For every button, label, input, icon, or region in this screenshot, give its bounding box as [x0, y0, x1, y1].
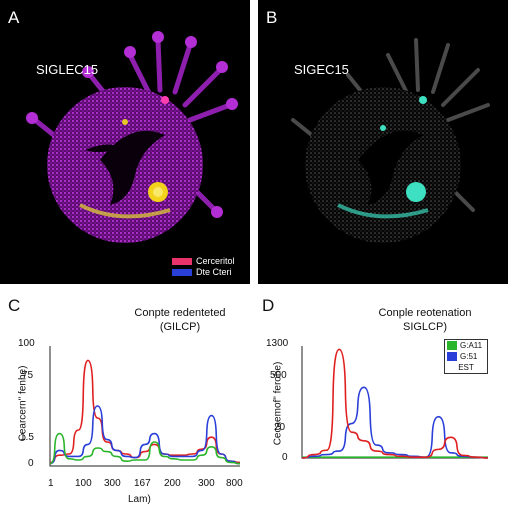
- panel-d-ylabel: Cecaemof" ferohe): [272, 361, 284, 446]
- panel-c-ytick: 75: [22, 370, 34, 381]
- panel-c-ytick: 100: [18, 338, 35, 349]
- panel-c-xlabel: Lam): [128, 494, 151, 505]
- panel-c-letter: C: [8, 296, 21, 315]
- panel-d-ytick: 1300: [266, 338, 289, 349]
- panel-c-title-line1: Conpte redenteted: [134, 307, 226, 319]
- panel-d-chart: [301, 346, 489, 459]
- legend-label: G:51: [460, 352, 478, 361]
- panel-c-xtick: 167: [134, 478, 151, 489]
- panel-d-title-line1: Conple reotenation: [378, 307, 472, 319]
- legend-swatch-blue: [447, 352, 457, 361]
- panel-b-label: SIGEC15: [294, 62, 349, 77]
- series-line-1: [301, 386, 489, 459]
- panel-c-xtick: 1: [48, 478, 54, 489]
- legend-label: Dte Cteri: [196, 267, 232, 277]
- series-line-2: [49, 432, 241, 465]
- series-line-0: [49, 359, 241, 464]
- panel-d-legend: G:A11 G:51 EST: [444, 339, 488, 374]
- panel-c-ytick: 0: [28, 458, 34, 469]
- legend-item: G:A11: [445, 340, 487, 351]
- panel-d-title: Conple reotenation SIGLCP): [370, 306, 480, 334]
- panel-b-image: B SIGEC15: [258, 0, 508, 284]
- panel-d-ytick: 500: [270, 370, 287, 381]
- panel-d-title-line2: SIGLCP): [402, 321, 447, 333]
- panel-c-xtick: 100: [75, 478, 92, 489]
- panel-c-xtick: 300: [198, 478, 215, 489]
- panel-c-title-line2: (GILCP): [159, 321, 201, 333]
- legend-label: EST: [458, 363, 474, 372]
- panel-a-label: SIGLEC15: [36, 62, 99, 77]
- legend-swatch-blue: [172, 269, 192, 276]
- panel-b-micrograph: [291, 38, 490, 243]
- panel-a-letter: A: [8, 8, 20, 27]
- legend-item: Cerceritol: [172, 256, 235, 267]
- panel-c-chart: [49, 346, 241, 467]
- legend-item: G:51: [445, 351, 487, 362]
- panel-a-micrograph: [26, 31, 238, 243]
- legend-item: Dte Cteri: [172, 267, 235, 278]
- panel-c-title: Conpte redenteted (GILCP): [120, 306, 240, 334]
- panel-b-letter: B: [266, 8, 278, 27]
- panel-c-ytick: 1.5: [20, 432, 34, 443]
- series-line-2: [301, 348, 489, 459]
- panel-a-image: A SIGLEC15 Cerceritol Dte Cteri: [0, 0, 250, 284]
- legend-swatch-red: [172, 258, 192, 265]
- panel-c-xtick: 300: [104, 478, 121, 489]
- panel-c-xtick: 800: [226, 478, 243, 489]
- legend-label: G:A11: [460, 341, 483, 350]
- legend-label: Cerceritol: [196, 256, 235, 266]
- legend-item: EST: [445, 362, 487, 373]
- series-line-1: [49, 405, 241, 465]
- panel-d-ytick: 20: [274, 422, 286, 433]
- panel-d-ytick: 0: [282, 452, 288, 463]
- legend-swatch-green: [447, 341, 457, 350]
- axis-line: [49, 346, 240, 467]
- panel-d-letter: D: [262, 296, 275, 315]
- panel-a-legend: Cerceritol Dte Cteri: [172, 256, 235, 278]
- panel-c-xtick: 200: [164, 478, 181, 489]
